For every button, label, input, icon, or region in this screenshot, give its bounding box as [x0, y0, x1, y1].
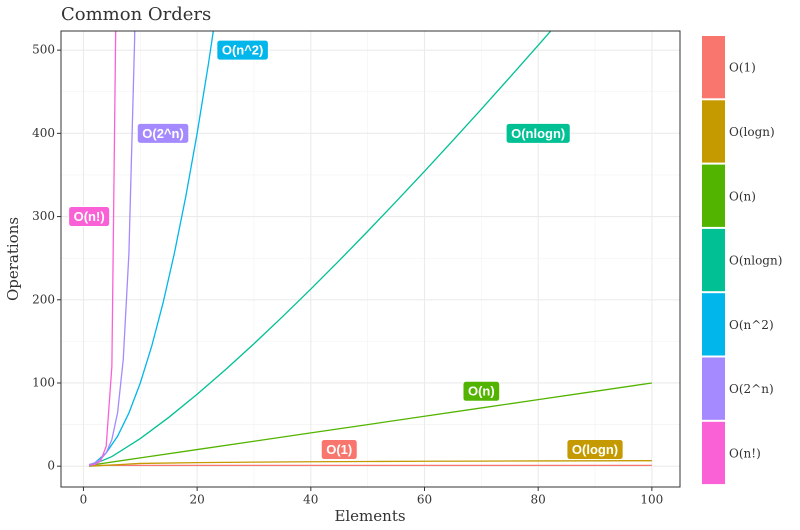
- series-line: [89, 382, 652, 467]
- annotation-box: [320, 439, 358, 461]
- panel-border: [60, 30, 681, 488]
- legend-key: [702, 421, 725, 485]
- legend-key: [702, 293, 725, 356]
- x-tick-label: 0: [80, 493, 88, 507]
- y-tick-label: 100: [32, 375, 55, 389]
- legend-label: O(n^2): [729, 318, 774, 332]
- legend-label: O(2^n): [729, 382, 774, 396]
- legend-key: [702, 357, 725, 420]
- annotation-label: O(2^n): [142, 126, 184, 141]
- x-tick-label: 40: [303, 493, 318, 507]
- legend-label: O(nlogn): [729, 254, 782, 268]
- annotation-label: O(1): [326, 442, 352, 457]
- y-tick-label: 400: [32, 126, 55, 140]
- annotation-box: [136, 122, 190, 144]
- series-line: [89, 460, 652, 467]
- series-line: [88, 31, 552, 467]
- chart-title: Common Orders: [61, 4, 211, 25]
- y-axis-label: Operations: [4, 217, 22, 301]
- y-tick-label: 500: [32, 43, 55, 57]
- series-line: [89, 31, 117, 467]
- annotation-box: [505, 122, 571, 144]
- y-tick-label: 300: [32, 209, 55, 223]
- legend-label: O(n!): [729, 446, 761, 460]
- annotation-box: [462, 380, 501, 402]
- annotation-label: O(nlogn): [511, 126, 565, 141]
- x-tick-label: 80: [531, 493, 546, 507]
- legend-key: [702, 36, 725, 99]
- annotation-box: [68, 206, 111, 228]
- annotation-label: O(n!): [74, 209, 105, 224]
- legend-key: [702, 164, 725, 227]
- annotation-label: O(n): [468, 384, 495, 399]
- legend-key: [702, 228, 725, 292]
- annotation-box: [566, 439, 624, 461]
- legend-label: O(1): [729, 61, 756, 75]
- annotation-box: [216, 39, 269, 61]
- x-tick-label: 60: [417, 493, 432, 507]
- legend-label: O(logn): [729, 125, 775, 139]
- annotation-label: O(n^2): [222, 43, 264, 58]
- legend-label: O(n): [729, 189, 756, 203]
- x-axis-label: Elements: [334, 507, 405, 525]
- plot-area: [88, 31, 652, 467]
- x-tick-label: 100: [640, 493, 663, 507]
- series-line: [88, 31, 136, 466]
- series-line: [88, 31, 214, 466]
- legend-key: [702, 100, 725, 163]
- annotation-label: O(logn): [572, 442, 618, 457]
- x-tick-label: 20: [189, 493, 204, 507]
- y-tick-label: 0: [47, 459, 55, 473]
- y-tick-label: 200: [32, 292, 55, 306]
